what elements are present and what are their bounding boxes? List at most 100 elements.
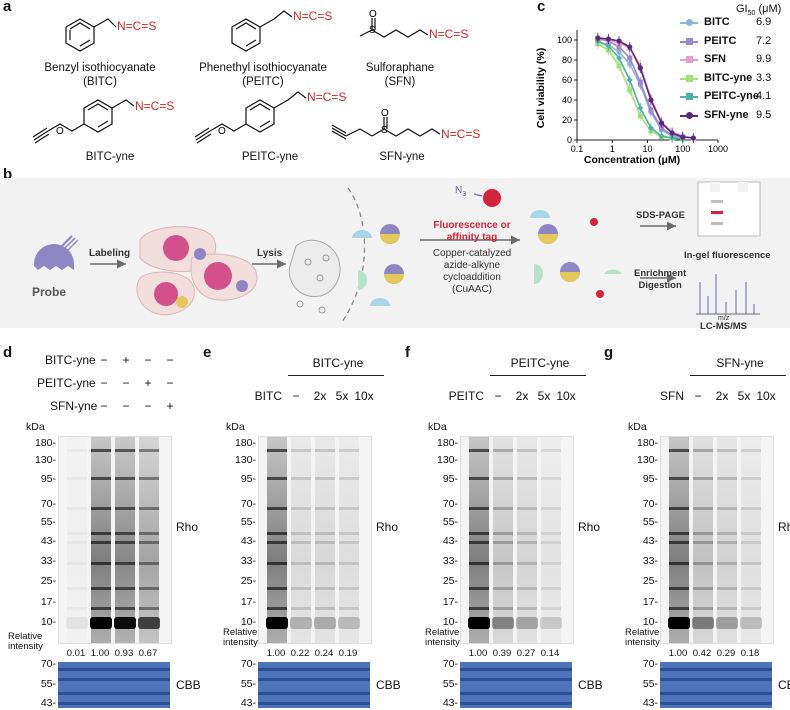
- gel-band: [493, 587, 513, 590]
- cbb-label: CBB: [176, 678, 201, 692]
- ether-oxygen: O: [218, 126, 226, 137]
- y-tick-label: 40: [562, 95, 572, 105]
- cbb-band: [258, 702, 370, 705]
- mw-marker: 130-: [34, 454, 56, 466]
- gel-band: [339, 532, 359, 535]
- lcms-label: LC-MS/MS: [700, 321, 747, 332]
- gel-band-10kda: [668, 617, 690, 629]
- cbb-band: [660, 678, 772, 681]
- title-underline: [490, 375, 586, 376]
- compound-title: PEITC-yne: [510, 356, 570, 370]
- data-point-peitc-yne: [626, 77, 633, 83]
- gel-band: [741, 562, 761, 565]
- gel-band: [469, 607, 489, 610]
- gel-band: [291, 449, 311, 452]
- gi50-value: 3.3: [756, 71, 772, 84]
- gi50-header: GI50 (μM): [736, 3, 782, 18]
- x-tick-label: 0.1: [571, 144, 584, 154]
- cbb-mw-marker: 70-: [40, 658, 56, 670]
- mw-marker: 70-: [642, 498, 658, 510]
- gel-band: [669, 587, 689, 590]
- y-tick-label: 80: [562, 55, 572, 65]
- mw-marker: 70-: [40, 498, 56, 510]
- legend-name: PEITC-yne: [704, 90, 760, 103]
- gel-band: [291, 562, 311, 565]
- cbb-band: [660, 702, 772, 705]
- gel-band-10kda: [468, 617, 490, 629]
- gel-band: [267, 587, 287, 590]
- row-label-peitc-yne: PEITC-yne: [37, 376, 96, 390]
- treatment-sign: −: [144, 399, 152, 413]
- relative-intensity-value: 0.22: [290, 648, 310, 659]
- compound-name-peitc-yne: PEITC-yne: [241, 151, 299, 163]
- relative-intensity-value: 0.42: [692, 648, 712, 659]
- mw-marker: 33-: [442, 555, 458, 567]
- gel-band: [139, 449, 159, 452]
- gel-lane: [267, 437, 287, 643]
- mw-marker: 55-: [642, 516, 658, 528]
- gel-band-10kda: [740, 617, 762, 629]
- gel-band: [91, 477, 111, 480]
- gel-band: [469, 507, 489, 510]
- gel-band-10kda: [338, 617, 360, 629]
- gel-band: [67, 541, 87, 544]
- cbb-band: [58, 668, 170, 671]
- gel-band-10kda: [314, 617, 336, 629]
- data-point-peitc-yne: [616, 55, 623, 61]
- gel-lane: [541, 437, 561, 643]
- gel-band: [669, 477, 689, 480]
- gel-lane: [517, 437, 537, 643]
- enrichment-label: Enrichment Digestion: [634, 268, 687, 291]
- legend-item-bitc-yne: BITC-yne 3.3: [680, 72, 790, 86]
- mw-marker: 33-: [642, 555, 658, 567]
- y-axis-label: Cell viability (%): [535, 48, 547, 129]
- gel-band: [267, 607, 287, 610]
- rho-label: Rho: [176, 520, 199, 534]
- gel-band: [291, 541, 311, 544]
- sulfur-atom: S: [381, 125, 388, 136]
- gel-band: [67, 607, 87, 610]
- cbb-band: [58, 702, 170, 705]
- mw-marker: 95-: [442, 473, 458, 485]
- lane-label: −: [292, 389, 300, 403]
- data-point-peitc-yne: [647, 125, 654, 131]
- rho-label: Rho: [376, 520, 399, 534]
- data-point-sfn-yne: [680, 134, 686, 140]
- gel-band: [517, 562, 537, 565]
- mw-marker: 130-: [234, 454, 256, 466]
- gel-band: [541, 532, 561, 535]
- ncs-label: N=C=S: [307, 90, 346, 104]
- mz-label: m/z: [718, 315, 730, 322]
- gel-band: [493, 607, 513, 610]
- gel-band: [469, 532, 489, 535]
- relative-intensity-value: 0.01: [66, 648, 86, 659]
- cbb-mw-marker: 55-: [442, 678, 458, 690]
- relative-intensity-label: Relative intensity: [625, 627, 660, 648]
- data-point-sfn-yne: [595, 35, 601, 41]
- mw-marker: 180-: [234, 437, 256, 449]
- lane-label: 2x: [313, 389, 327, 403]
- mw-marker: 180-: [436, 437, 458, 449]
- mw-marker: 17-: [442, 596, 458, 608]
- gel-band: [115, 587, 135, 590]
- gel-band: [493, 477, 513, 480]
- data-point-sfn-yne: [658, 120, 665, 126]
- fluorescence-gel: [460, 436, 574, 644]
- gel-band: [469, 449, 489, 452]
- fluorescence-gel: [660, 436, 774, 644]
- gel-lane: [315, 437, 335, 643]
- rho-label: Rho: [578, 520, 601, 534]
- mw-marker: 10-: [642, 616, 658, 628]
- gel-band: [669, 532, 689, 535]
- data-point-sfn-yne: [690, 135, 696, 141]
- treatment-sign: −: [166, 353, 174, 367]
- lane-label: 5x: [737, 389, 751, 403]
- gel-band: [339, 507, 359, 510]
- data-point-bitc-yne: [637, 113, 643, 119]
- gel-band: [693, 477, 713, 480]
- gel-lane: [469, 437, 489, 643]
- lane-label: 5x: [335, 389, 349, 403]
- relative-intensity-value: 1.00: [90, 648, 110, 659]
- workflow-diagram: [34, 181, 761, 323]
- treatment-sign: −: [100, 399, 108, 413]
